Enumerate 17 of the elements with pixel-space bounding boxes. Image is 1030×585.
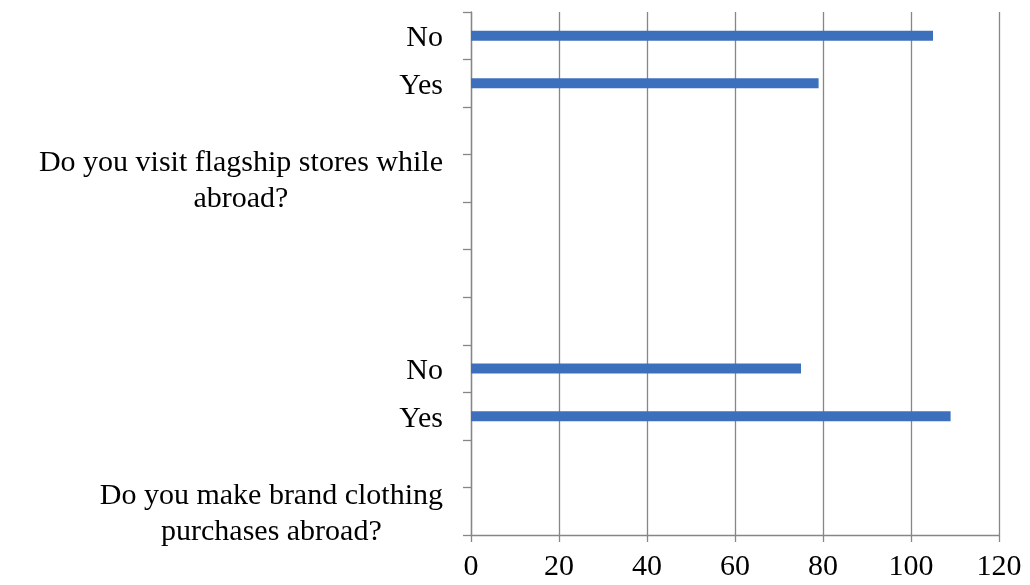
x-tick-label: 80: [808, 547, 838, 581]
x-tick-label: 20: [544, 547, 574, 581]
y-tick-label: Yes: [399, 399, 443, 433]
y-tick-label: No: [406, 19, 443, 53]
x-tick-label: 40: [632, 547, 662, 581]
y-tick-label: Yes: [399, 66, 443, 100]
bar: [471, 30, 933, 41]
y-tick-label: No: [406, 352, 443, 386]
bar: [471, 363, 801, 374]
y-tick-label: Do you make brand clothing purchases abroad?: [99, 476, 443, 546]
x-tick-label: 100: [888, 547, 934, 581]
y-tick-label: Do you visit flagship stores while abroad?: [38, 143, 443, 213]
x-tick-label: 120: [976, 547, 1022, 581]
bar: [471, 78, 819, 89]
bar: [471, 411, 951, 422]
x-tick-label: 60: [720, 547, 750, 581]
x-tick-label: 0: [463, 547, 479, 581]
